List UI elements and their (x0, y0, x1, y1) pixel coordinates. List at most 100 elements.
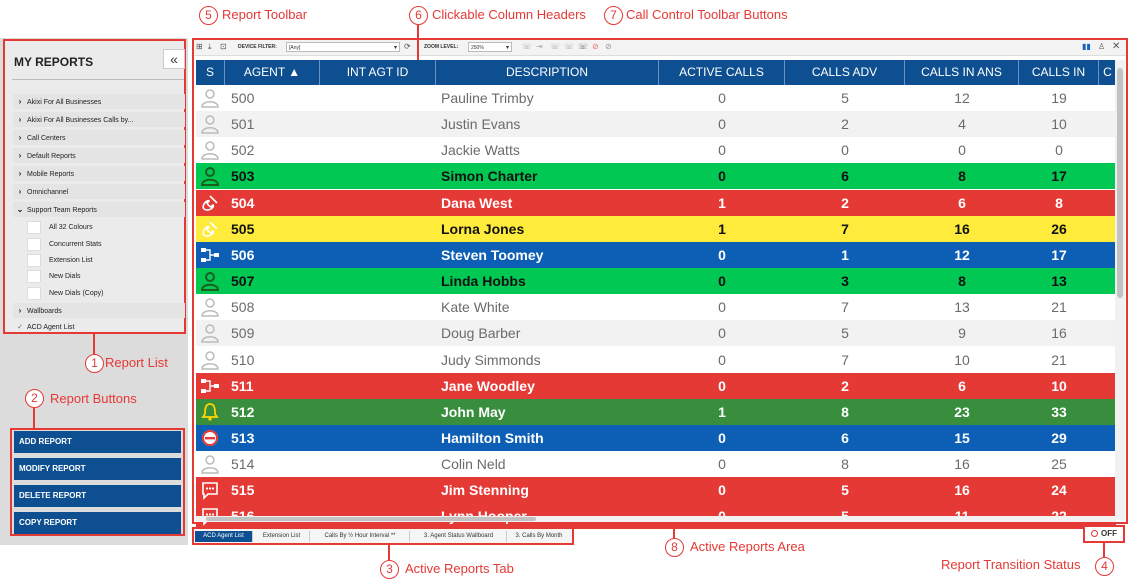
cell-active: 1 (718, 220, 726, 237)
table-row[interactable]: 502 Jackie Watts 0 0 0 0 (196, 137, 1116, 164)
transfer-call-icon[interactable]: ⇥ (536, 42, 543, 51)
status-idle-icon (200, 140, 220, 161)
report-folder[interactable]: › Call Centers (13, 130, 185, 145)
close-icon[interactable]: ✕ (1112, 41, 1121, 52)
chart-icon[interactable]: ▮▮ (1082, 42, 1091, 51)
column-header-calls-adv[interactable]: CALLS ADV (785, 60, 905, 85)
column-header-agent[interactable]: AGENT ▲ (225, 60, 320, 85)
scrollbar-thumb[interactable] (1117, 68, 1123, 298)
table-row[interactable]: 508 Kate White 0 7 13 21 (196, 294, 1116, 321)
report-folder[interactable]: › Wallboards (13, 303, 185, 318)
column-header-int-agt-id[interactable]: INT AGT ID (320, 60, 436, 85)
vertical-scrollbar[interactable] (1115, 60, 1125, 520)
report-item[interactable]: New Dials (27, 269, 185, 284)
callout-number: 2 (25, 389, 44, 408)
cell-desc: Doug Barber (441, 325, 521, 342)
report-item[interactable]: Extension List (27, 253, 185, 268)
cell-adv: 6 (841, 429, 849, 446)
callout-label: Report Buttons (50, 391, 137, 406)
cell-ans: 9 (958, 325, 966, 342)
report-folder[interactable]: › Omnichannel (13, 184, 185, 199)
download-icon[interactable]: ⤓ (208, 42, 212, 51)
release-call-icon[interactable]: ☏ (578, 42, 589, 51)
cell-adv: 7 (841, 351, 849, 368)
table-row[interactable]: 501 Justin Evans 0 2 4 10 (196, 111, 1116, 138)
answer-call-icon[interactable]: ☏ (522, 42, 533, 51)
scrollbar-thumb[interactable] (206, 517, 536, 521)
table-row[interactable]: 507 Linda Hobbs 0 3 8 13 (196, 268, 1116, 295)
table-row[interactable]: 512 John May 1 8 23 33 (196, 398, 1116, 425)
report-item[interactable]: Concurrent Stats (27, 237, 185, 252)
status-dot-icon (1091, 530, 1098, 538)
delete-report-button[interactable]: DELETE REPORT (14, 485, 181, 507)
cell-agent: 508 (231, 299, 255, 316)
table-row[interactable]: 510 Judy Simmonds 0 7 10 21 (196, 346, 1116, 373)
report-item[interactable]: New Dials (Copy) (27, 286, 185, 301)
collapse-sidebar-button[interactable]: « (163, 49, 185, 69)
column-header-more[interactable]: C (1103, 65, 1112, 79)
report-folder[interactable]: › Mobile Reports (13, 166, 185, 181)
cell-calls-in: 17 (1051, 246, 1067, 263)
tab-acd-agent-list[interactable]: ACD Agent List (195, 531, 253, 542)
report-icon (27, 220, 41, 234)
add-report-button[interactable]: ADD REPORT (14, 431, 181, 453)
tab-extension-list[interactable]: Extension List (254, 531, 310, 542)
chevron-right-icon: › (18, 169, 22, 178)
cell-agent: 506 (231, 246, 255, 263)
table-row[interactable]: 506 Steven Toomey 0 1 12 17 (196, 241, 1116, 268)
report-item-label: Extension List (49, 257, 93, 264)
cell-desc: Jane Woodley (441, 377, 535, 394)
horizontal-scrollbar[interactable] (196, 516, 1116, 522)
report-folder[interactable]: › Default Reports (13, 148, 185, 163)
table-row[interactable]: 513 Hamilton Smith 0 6 15 29 (196, 424, 1116, 451)
report-folder[interactable]: ⌄ Support Team Reports (13, 202, 185, 217)
column-header-status[interactable]: S (196, 60, 225, 85)
copy-report-button[interactable]: COPY REPORT (14, 512, 181, 534)
hold-call-icon[interactable]: ☏ (550, 42, 561, 51)
cell-active: 1 (718, 403, 726, 420)
report-transition-toggle[interactable]: OFF (1083, 525, 1125, 543)
table-row[interactable]: 505 Lorna Jones 1 7 16 26 (196, 215, 1116, 242)
callout-pointer (673, 524, 675, 538)
status-chat-icon (200, 480, 220, 501)
cell-calls-in: 8 (1055, 194, 1063, 211)
retrieve-call-icon[interactable]: ☏ (564, 42, 575, 51)
tab-calls-by-month[interactable]: 3. Calls By Month (515, 533, 563, 539)
zoom-level-select[interactable]: 250% ▾ (468, 42, 512, 52)
cell-desc: Jackie Watts (441, 142, 520, 159)
table-row[interactable]: 500 Pauline Trimby 0 5 12 19 (196, 85, 1116, 111)
user-icon[interactable]: ♙ (1098, 42, 1106, 51)
status-transfer-icon (200, 376, 220, 396)
table-row[interactable]: 514 Colin Neld 0 8 16 25 (196, 451, 1116, 478)
modify-report-button[interactable]: MODIFY REPORT (14, 458, 181, 480)
report-item[interactable]: All 32 Colours (27, 220, 185, 235)
column-header-description[interactable]: DESCRIPTION (436, 60, 659, 85)
report-folder-label: Akixi For All Businesses Calls by... (27, 117, 134, 124)
columns-icon[interactable]: ⊞ (196, 42, 203, 51)
report-item-selected[interactable]: ✓ ACD Agent List (13, 320, 185, 335)
report-folder[interactable]: › Akixi For All Businesses (13, 94, 185, 109)
cell-calls-in: 21 (1051, 299, 1067, 316)
column-header-calls-in[interactable]: CALLS IN (1019, 60, 1099, 85)
report-folder[interactable]: › Akixi For All Businesses Calls by... (13, 112, 185, 127)
report-item-label: New Dials (49, 273, 81, 280)
chevron-down-icon: ⌄ (16, 205, 24, 214)
table-row[interactable]: 503 Simon Charter 0 6 8 17 (196, 163, 1116, 190)
refresh-icon[interactable]: ⟳ (404, 42, 411, 51)
table-row[interactable]: 504 Dana West 1 2 6 8 (196, 189, 1116, 216)
device-filter-select[interactable]: [Any] ▾ (286, 42, 400, 52)
reject-icon[interactable]: ⊘ (592, 42, 599, 51)
block-icon[interactable]: ⊘ (605, 42, 612, 51)
cell-ans: 12 (954, 90, 970, 106)
tab-calls-by-half-hour[interactable]: Calls By ½ Hour Interval ** (311, 531, 410, 542)
table-row[interactable]: 509 Doug Barber 0 5 9 16 (196, 320, 1116, 347)
tab-agent-status-wallboard[interactable]: 3. Agent Status Wallboard (411, 531, 507, 542)
screenshot-icon[interactable]: ⊡ (220, 42, 227, 51)
report-list-panel: MY REPORTS « › Akixi For All Businesses ›… (3, 39, 186, 334)
table-row[interactable]: 511 Jane Woodley 0 2 6 10 (196, 372, 1116, 399)
cell-active: 0 (718, 482, 726, 499)
column-header-calls-in-ans[interactable]: CALLS IN ANS (905, 60, 1019, 85)
cell-agent: 510 (231, 351, 255, 368)
table-row[interactable]: 515 Jim Stenning 0 5 16 24 (196, 477, 1116, 504)
column-header-active-calls[interactable]: ACTIVE CALLS (659, 60, 785, 85)
